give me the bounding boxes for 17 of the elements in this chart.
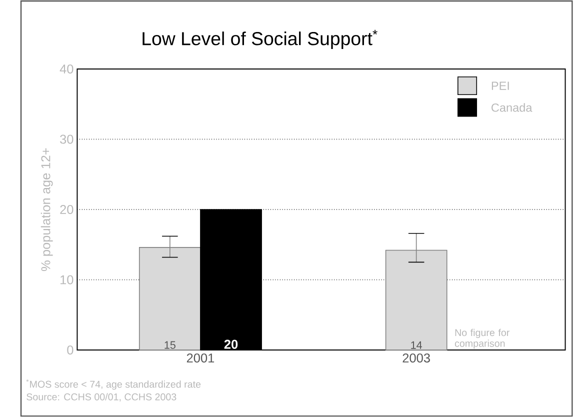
legend-label: Canada bbox=[492, 103, 532, 112]
data-label: 20 bbox=[224, 340, 238, 349]
chart-title: Low Level of Social Support$^{*}$ bbox=[142, 30, 378, 49]
annotation: No figure for comparison bbox=[454, 328, 510, 349]
y-tick-label: 40 bbox=[60, 64, 74, 74]
data-label: 14 bbox=[411, 341, 422, 349]
y-tick-label: 10 bbox=[60, 275, 74, 284]
x-tick-label: 2003 bbox=[402, 353, 430, 363]
legend-label: PEI bbox=[492, 82, 509, 90]
y-tick-label: 20 bbox=[60, 204, 74, 214]
text: $^{*}$MOS score < 74, age standardized rate bbox=[26, 379, 201, 390]
y-tick-label: 0 bbox=[67, 345, 74, 355]
source-note: Source: CCHS 00/01, CCHS 2003 bbox=[26, 393, 176, 402]
x-tick-label: 2001 bbox=[186, 353, 214, 363]
y-tick-label: 30 bbox=[60, 134, 74, 144]
y-axis-title: % population age 12+ bbox=[40, 148, 53, 271]
data-label: 15 bbox=[164, 341, 176, 349]
